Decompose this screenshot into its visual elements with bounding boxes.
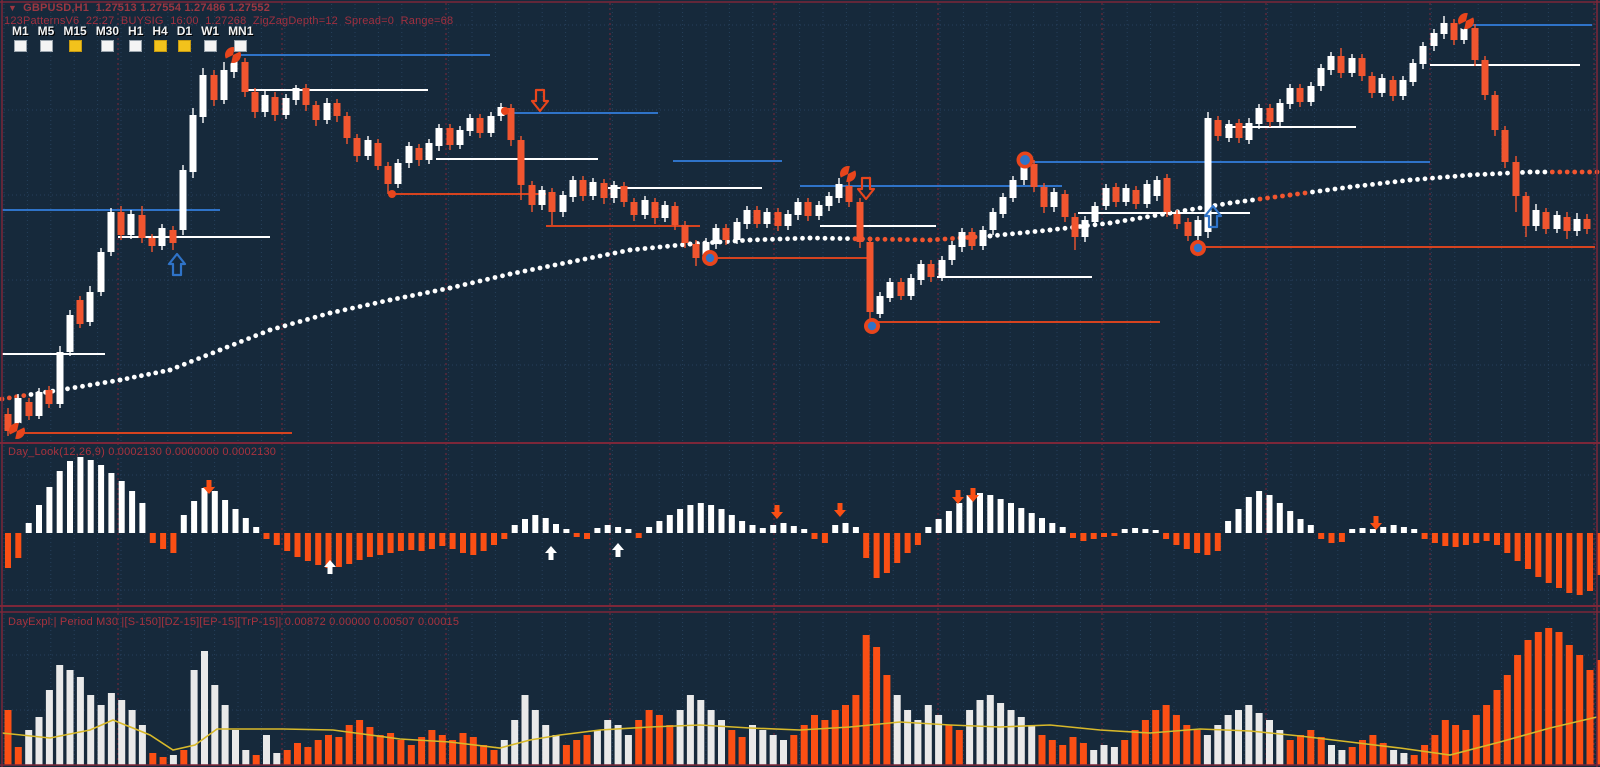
tf-label: H4	[152, 24, 168, 38]
tf-checkbox[interactable]	[234, 40, 248, 52]
tf-checkbox[interactable]	[129, 40, 143, 52]
macd-pane-title: Day_Look(12,26,9) 0.0002130 0.0000000 0.…	[8, 446, 277, 458]
tf-checkbox[interactable]	[68, 40, 82, 52]
tf-checkbox[interactable]	[100, 40, 114, 52]
chevron-down-icon[interactable]: ▼	[8, 3, 18, 13]
volume-pane-title: DayExpl:| Period M30 |[S-150][DZ-15][EP-…	[8, 616, 460, 628]
tf-checkbox[interactable]	[177, 40, 191, 52]
symbol-ohlc-text: GBPUSD,H1 1.27513 1.27554 1.27486 1.2755…	[23, 2, 271, 14]
timeframe-toolbar: M1 M5 M15 M30 H1 H4 D1 W1 MN1	[12, 24, 254, 52]
tf-button-M15[interactable]: M15	[63, 24, 87, 52]
tf-checkbox[interactable]	[13, 40, 27, 52]
tf-button-W1[interactable]: W1	[201, 24, 220, 52]
tf-checkbox[interactable]	[39, 40, 53, 52]
tf-label: M15	[63, 24, 87, 38]
tf-label: W1	[201, 24, 220, 38]
tf-label: MN1	[228, 24, 254, 38]
tf-label: M30	[95, 24, 120, 38]
tf-label: D1	[176, 24, 193, 38]
tf-checkbox[interactable]	[153, 40, 167, 52]
tf-button-M5[interactable]: M5	[37, 24, 55, 52]
indicator-info-label: 123PatternsV6 22:27 BUYSIG 16:00 1.27268…	[4, 15, 454, 27]
tf-button-M30[interactable]: M30	[95, 24, 120, 52]
tf-button-H4[interactable]: H4	[152, 24, 168, 52]
tf-label: M5	[37, 24, 55, 38]
tf-checkbox[interactable]	[203, 40, 217, 52]
symbol-ohlc-label: ▼ GBPUSD,H1 1.27513 1.27554 1.27486 1.275…	[8, 2, 270, 14]
tf-button-MN1[interactable]: MN1	[228, 24, 254, 52]
tf-button-M1[interactable]: M1	[12, 24, 29, 52]
tf-button-H1[interactable]: H1	[128, 24, 144, 52]
tf-label: M1	[12, 24, 29, 38]
tf-button-D1[interactable]: D1	[176, 24, 193, 52]
tf-label: H1	[128, 24, 144, 38]
